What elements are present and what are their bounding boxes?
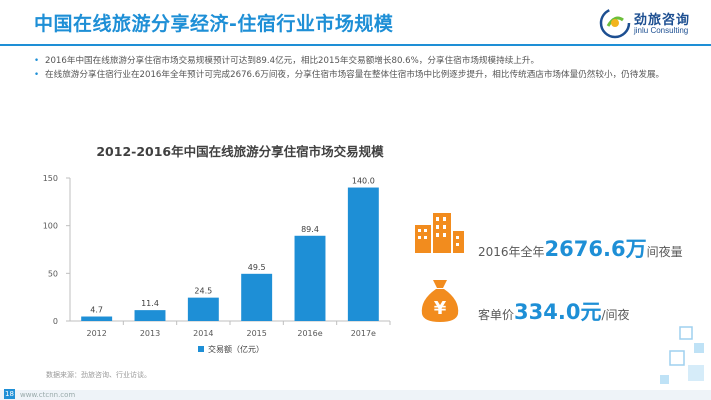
bar-value-label: 24.5 <box>194 287 212 296</box>
price-stat: 客单价334.0元/间夜 <box>478 296 630 326</box>
money-symbol: ¥ <box>434 298 447 319</box>
x-tick-label: 2013 <box>140 329 160 338</box>
bar-value-label: 11.4 <box>141 299 159 308</box>
bar-value-label: 49.5 <box>248 263 266 272</box>
company-logo: 劲旅咨询 jinlu Consulting <box>598 6 708 40</box>
footer-url: www.ctcnn.com <box>20 391 76 399</box>
y-tick-label: 150 <box>43 174 58 183</box>
y-tick-label: 100 <box>43 222 58 231</box>
bar-value-label: 4.7 <box>90 306 103 315</box>
summary-bullets: 2016年中国在线旅游分享住宿市场交易规模预计可达到89.4亿元，相比2015年… <box>34 55 674 83</box>
x-tick-label: 2014 <box>193 329 213 338</box>
bar <box>81 316 113 321</box>
bar <box>187 297 219 321</box>
y-tick-label: 50 <box>48 269 58 278</box>
decorative-squares <box>650 325 710 399</box>
bar-value-label: 89.4 <box>301 225 319 234</box>
chart-title: 2012-2016年中国在线旅游分享住宿市场交易规模 <box>96 144 384 159</box>
legend-label: 交易额（亿元） <box>208 344 264 354</box>
bar-value-label: 140.0 <box>352 177 375 186</box>
page-title: 中国在线旅游分享经济-住宿行业市场规模 <box>34 13 394 35</box>
bullet-item: 2016年中国在线旅游分享住宿市场交易规模预计可达到89.4亿元，相比2015年… <box>34 55 674 68</box>
bar <box>134 310 166 321</box>
price-prefix: 客单价 <box>478 308 515 322</box>
price-suffix: /间夜 <box>601 308 630 322</box>
money-bag-icon: ¥ <box>418 276 462 328</box>
price-value: 334.0元 <box>514 300 602 324</box>
bar <box>294 235 326 321</box>
nights-stat: 2016年全年2676.6万间夜量 <box>478 233 683 263</box>
bar <box>241 273 273 321</box>
bar <box>347 187 379 321</box>
page-number: 18 <box>4 389 15 399</box>
title-divider <box>0 44 711 46</box>
logo-mark-icon <box>599 7 631 39</box>
nights-value: 2676.6万 <box>544 237 647 261</box>
x-tick-label: 2017e <box>351 329 376 338</box>
nights-suffix: 间夜量 <box>646 245 683 259</box>
logo-subtitle: jinlu Consulting <box>634 26 689 35</box>
x-tick-label: 2016e <box>297 329 322 338</box>
x-tick-label: 2015 <box>246 329 266 338</box>
footer-bar <box>0 390 711 400</box>
nights-prefix: 2016年全年 <box>478 245 545 259</box>
x-tick-label: 2012 <box>86 329 106 338</box>
logo-name: 劲旅咨询 <box>634 13 691 28</box>
buildings-icon <box>413 211 465 257</box>
bar-chart: 0 50 100 150 4.7 2012 11.4 2013 24.5 2014 49.5 2015… <box>43 174 391 354</box>
legend-swatch <box>198 346 204 352</box>
y-tick-label: 0 <box>53 317 58 326</box>
data-source: 数据来源：劲旅咨询、行业访谈。 <box>46 371 151 379</box>
bullet-item: 在线旅游分享住宿行业在2016年全年预计可完成2676.6万间夜，分享住宿市场容… <box>34 69 674 82</box>
